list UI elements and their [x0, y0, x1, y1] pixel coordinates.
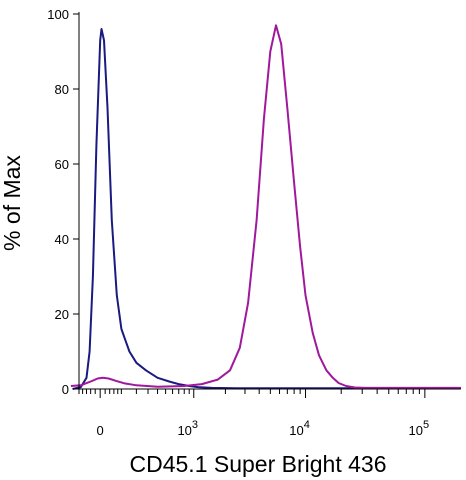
- x-ticks: 0 103 104 105: [78, 389, 430, 438]
- histogram-curve-1: [72, 28, 461, 390]
- x-tick-label: 103: [177, 419, 198, 438]
- y-ticks: 0 20 40 60 80 100: [47, 7, 79, 397]
- y-tick-label: 20: [55, 307, 69, 322]
- x-tick-label: 105: [409, 419, 430, 438]
- x-axis-title: CD45.1 Super Bright 436: [130, 451, 387, 477]
- y-tick-label: 80: [55, 82, 69, 97]
- y-axis-title: % of Max: [0, 155, 25, 251]
- y-tick-label: 60: [55, 157, 69, 172]
- y-tick-label: 40: [55, 232, 69, 247]
- series-layer: [70, 24, 461, 390]
- y-tick-label: 0: [62, 382, 69, 397]
- x-tick-label: 104: [289, 419, 310, 438]
- x-tick-label: 0: [97, 423, 104, 438]
- histogram-curve-2: [70, 24, 461, 389]
- y-tick-label: 100: [47, 7, 69, 22]
